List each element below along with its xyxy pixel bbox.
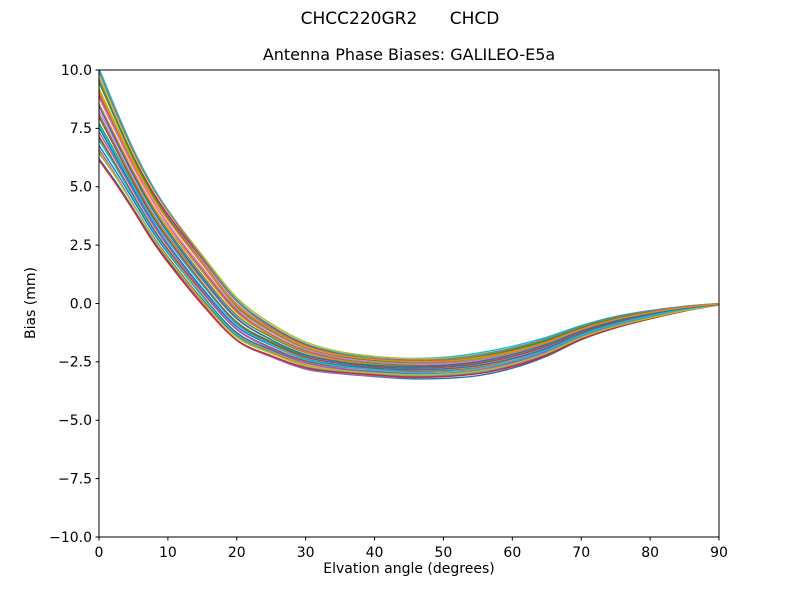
y-tick-label: 0.0 (70, 296, 92, 312)
x-tick-label: 50 (435, 545, 453, 561)
bias-curve (99, 124, 719, 373)
bias-curve (99, 81, 719, 363)
bias-curve (99, 116, 719, 369)
x-tick-label: 60 (503, 545, 521, 561)
x-tick-label: 20 (228, 545, 246, 561)
bias-curve (99, 109, 719, 370)
chart-title: Antenna Phase Biases: GALILEO-E5a (262, 45, 556, 64)
x-tick-label: 0 (95, 545, 104, 561)
bias-curve (99, 113, 719, 368)
bias-curve (99, 159, 719, 378)
x-tick-label: 70 (572, 545, 590, 561)
bias-curve (99, 71, 719, 362)
x-tick-label: 40 (366, 545, 384, 561)
bias-curve (99, 103, 719, 368)
y-axis-ticks: 10.0 7.5 5.0 2.5 0.0 −2.5 −5.0 −7.5 −10.0 (49, 63, 99, 546)
y-tick-label: −7.5 (58, 471, 92, 487)
y-tick-label: 5.0 (70, 180, 92, 196)
y-tick-label: 2.5 (70, 238, 92, 254)
y-tick-label: −2.5 (58, 355, 92, 371)
curve-bundle (99, 70, 719, 380)
figure-suptitle: CHCC220GR2 CHCD (300, 9, 500, 29)
x-tick-label: 30 (297, 545, 315, 561)
y-tick-label: 7.5 (70, 121, 92, 137)
x-tick-label: 90 (710, 545, 728, 561)
bias-curve (99, 105, 719, 368)
x-tick-label: 10 (159, 545, 177, 561)
bias-curve (99, 90, 719, 363)
bias-curve (99, 103, 719, 366)
x-tick-label: 80 (641, 545, 659, 561)
bias-curve (99, 131, 719, 376)
x-axis-label: Elvation angle (degrees) (323, 561, 495, 577)
x-axis-ticks: 0 10 20 30 40 50 60 70 80 90 (95, 537, 728, 561)
y-tick-label: 10.0 (61, 63, 92, 79)
y-tick-label: −10.0 (49, 530, 92, 546)
axes-border (98, 69, 720, 538)
y-tick-label: −5.0 (58, 413, 92, 429)
bias-curve (99, 151, 719, 376)
